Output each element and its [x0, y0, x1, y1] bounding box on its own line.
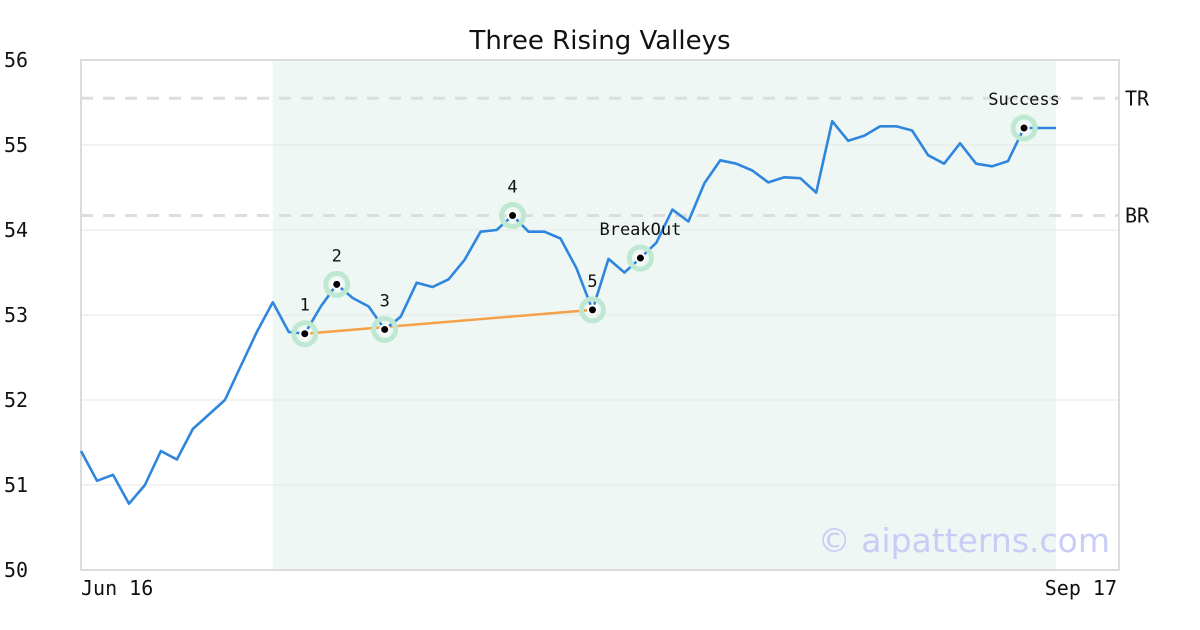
- pattern-point-label: 2: [332, 246, 342, 266]
- pattern-point-label: BreakOut: [599, 220, 681, 240]
- y-tick-label: 56: [4, 48, 28, 72]
- pattern-point-marker: [509, 212, 517, 220]
- pattern-point-ring: [371, 315, 399, 343]
- pattern-point-label: 5: [587, 272, 597, 292]
- pattern-point-label: 3: [380, 291, 390, 311]
- pattern-point-ring: [626, 244, 654, 272]
- pattern-point-ring: [323, 270, 351, 298]
- pattern-point-marker: [301, 330, 309, 338]
- pattern-point-label: Success: [988, 90, 1060, 110]
- pattern-point-marker: [588, 306, 596, 314]
- y-tick-label: 50: [4, 558, 28, 582]
- pattern-point-ring: [1010, 114, 1038, 142]
- series-line: [79, 119, 1056, 505]
- watermark: © aipatterns.com: [818, 521, 1110, 560]
- y-tick-label: 53: [4, 303, 28, 327]
- trendline: [304, 308, 593, 335]
- pattern-point-marker: [381, 325, 389, 333]
- chart-title: Three Rising Valleys: [468, 26, 730, 56]
- pattern-point-ring: [291, 320, 319, 348]
- valley-trendline: [304, 308, 593, 335]
- level-lines: TR BR: [81, 86, 1150, 228]
- y-tick-label: 51: [4, 473, 28, 497]
- plot-frame: [80, 59, 1120, 571]
- pattern-points: 1 2 3 4 5 BreakOut Success: [291, 90, 1060, 348]
- pattern-point-label: 1: [300, 296, 310, 316]
- level-label: BR: [1125, 204, 1150, 228]
- y-tick-label: 54: [4, 218, 28, 242]
- pattern-point-ring: [499, 202, 527, 230]
- pattern-point-label: 4: [507, 178, 517, 198]
- pattern-point-ring: [578, 296, 606, 324]
- y-axis-ticks: 50 51 52 53 54 55 56: [4, 48, 28, 582]
- pattern-point-marker: [636, 254, 644, 262]
- x-tick-label: Sep 17: [1045, 576, 1117, 600]
- level-label: TR: [1125, 86, 1150, 110]
- pattern-point-marker: [333, 280, 341, 288]
- price-series: [79, 119, 1056, 505]
- y-tick-label: 55: [4, 133, 28, 157]
- x-tick-label: Jun 16: [81, 576, 153, 600]
- x-axis-ticks: Jun 16 Sep 17: [81, 576, 1117, 600]
- y-tick-label: 52: [4, 388, 28, 412]
- pattern-point-marker: [1020, 124, 1028, 132]
